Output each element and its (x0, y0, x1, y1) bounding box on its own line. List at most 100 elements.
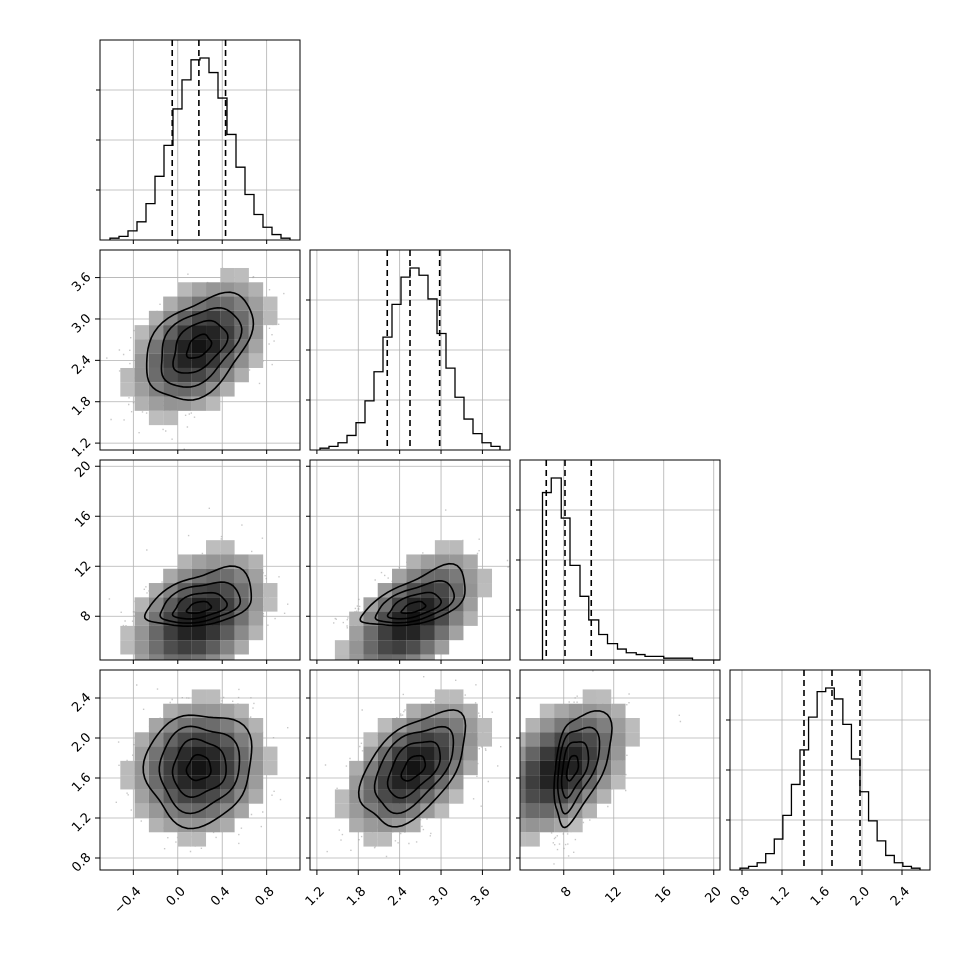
density-cell (434, 568, 450, 584)
density-cell (334, 789, 350, 804)
density-cell (234, 803, 249, 818)
density-cell (483, 804, 497, 818)
density-cell (206, 597, 221, 612)
density-cell (525, 760, 540, 776)
density-cell (349, 625, 364, 641)
density-cell (248, 339, 264, 354)
density-cell (596, 732, 612, 747)
scatter-panel-1-0 (99, 249, 301, 451)
density-cell (234, 554, 249, 569)
density-cell (220, 382, 235, 397)
density-cell (206, 818, 221, 833)
density-cell (463, 746, 478, 761)
density-cell (497, 818, 511, 832)
density-cell (377, 832, 393, 847)
contour-line (145, 291, 255, 401)
y-tick-label: 2.0 (69, 730, 94, 755)
density-cell (163, 396, 178, 411)
density-cell (206, 803, 221, 818)
density-cell (463, 568, 478, 584)
density-cell (520, 775, 526, 790)
density-cell (434, 775, 450, 790)
density-cell (377, 732, 393, 747)
density-cell (539, 718, 555, 733)
density-cell (392, 625, 407, 641)
density-cell (392, 583, 407, 598)
density-cell (163, 382, 178, 397)
density-cell (463, 703, 478, 718)
density-cell (191, 654, 207, 660)
density-cell (434, 611, 450, 626)
density-cell (483, 789, 497, 803)
density-cell (596, 689, 612, 704)
density-cell (363, 640, 378, 655)
density-cell (434, 703, 450, 718)
density-cell (248, 296, 264, 311)
density-cell (177, 832, 192, 847)
density-cell (525, 832, 540, 847)
density-cell (206, 669, 220, 683)
density-cell (220, 640, 235, 655)
density-cell (434, 625, 450, 641)
y-tick-label: 12 (72, 558, 94, 580)
density-cell (449, 583, 464, 598)
density-cell (525, 775, 540, 790)
histogram-panel-0 (96, 39, 301, 241)
density-cell (148, 310, 164, 326)
x-tick-label: 3.6 (468, 884, 493, 909)
density-cell (134, 640, 149, 655)
density-cell (477, 732, 493, 747)
density-cell (177, 654, 192, 660)
density-cell (539, 803, 555, 818)
density-cell (191, 832, 207, 847)
density-cell (220, 568, 235, 584)
x-tick-label: 0.8 (728, 884, 753, 909)
y-tick-label: 1.2 (69, 435, 94, 460)
contour-line (357, 709, 467, 828)
x-tick-label: 16 (653, 884, 675, 906)
density-cell (392, 669, 406, 683)
y-tick-label: 1.8 (69, 394, 94, 419)
density-cell (148, 625, 164, 641)
density-cell (206, 625, 221, 641)
density-cell (497, 775, 511, 789)
density-cell (220, 540, 235, 555)
density-cell (377, 789, 393, 804)
density-cell (206, 282, 221, 297)
density-cell (568, 746, 583, 761)
density-cell (248, 611, 264, 626)
density-cell (434, 732, 450, 747)
density-cell (625, 732, 640, 747)
density-cell (406, 789, 421, 804)
density-cell (206, 732, 221, 747)
density-cell (420, 703, 435, 718)
density-cell (177, 746, 192, 761)
density-cell (206, 689, 221, 704)
y-tick-label: 3.0 (69, 311, 94, 336)
density-cell (177, 775, 192, 790)
density-cell (248, 746, 264, 761)
density-cell (134, 353, 149, 368)
panel-frame (309, 249, 511, 451)
density-cell (263, 310, 278, 326)
density-cell (206, 703, 221, 718)
density-cell (163, 625, 178, 641)
density-cell (163, 367, 178, 383)
density-cell (134, 732, 149, 747)
density-cell (363, 746, 378, 761)
density-cell (525, 818, 540, 833)
density-cell (134, 625, 149, 641)
panel-frame (729, 669, 931, 871)
density-cell (220, 760, 235, 776)
density-cell (377, 625, 393, 641)
panel-frame (309, 669, 511, 871)
x-tick-label: 2.4 (385, 884, 410, 909)
density-cell (434, 803, 450, 818)
density-cell (349, 760, 364, 776)
density-cell (120, 760, 135, 776)
density-cell (234, 732, 249, 747)
panel-frame (519, 669, 721, 871)
density-cell (449, 789, 464, 804)
density-cell (406, 803, 421, 818)
